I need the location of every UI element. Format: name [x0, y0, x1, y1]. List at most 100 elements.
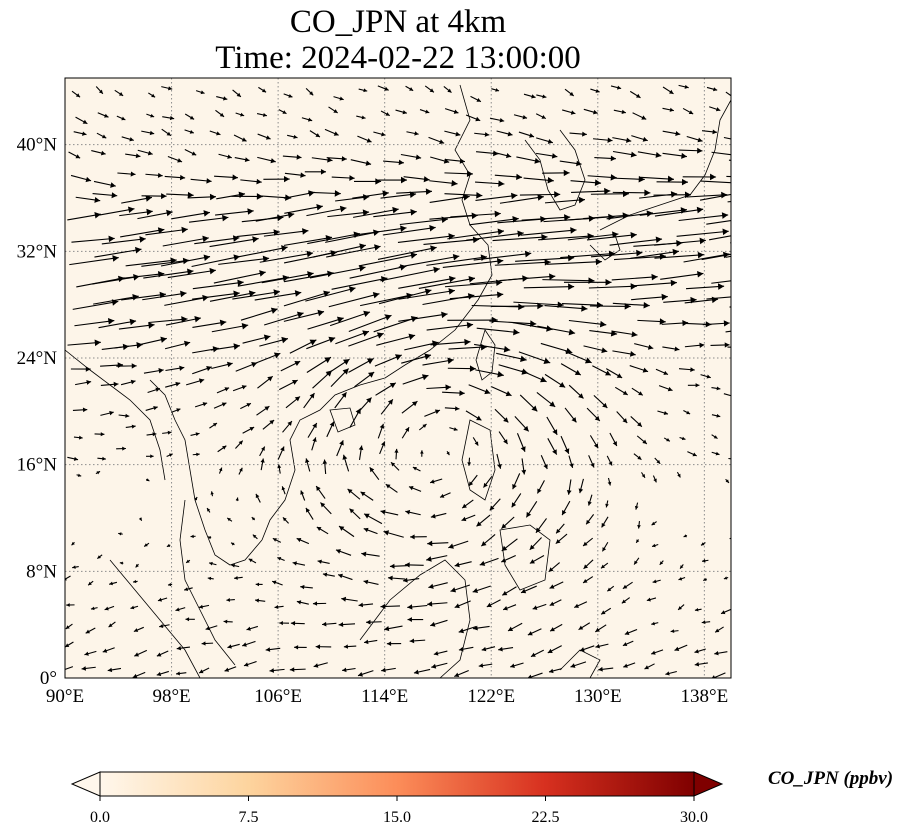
coastline-mindanao	[499, 524, 551, 591]
wind-arrow	[530, 649, 545, 658]
wind-arrow	[382, 224, 436, 236]
wind-arrow	[192, 365, 212, 375]
wind-arrow	[215, 208, 254, 216]
wind-arrow	[235, 497, 239, 502]
wind-arrow	[350, 159, 372, 166]
wind-arrow	[568, 319, 607, 328]
wind-arrow	[404, 562, 424, 568]
wind-arrow	[468, 384, 491, 395]
wind-arrow	[146, 432, 157, 437]
wind-arrow	[377, 245, 437, 260]
wind-arrow	[165, 381, 181, 388]
wind-arrow	[493, 151, 512, 159]
wind-arrow	[529, 537, 542, 551]
wind-arrow	[520, 227, 577, 236]
wind-arrow	[192, 319, 227, 329]
wind-arrow	[209, 422, 218, 429]
coastline-malay	[179, 499, 236, 666]
wind-arrow	[91, 150, 106, 156]
lat-tick-label: 8°N	[26, 561, 57, 582]
wind-arrow	[313, 662, 328, 668]
wind-arrow	[546, 416, 558, 436]
wind-arrow	[300, 584, 313, 590]
wind-arrow	[65, 666, 74, 670]
wind-arrow	[728, 159, 731, 161]
wind-arrow	[209, 290, 256, 302]
wind-arrow	[305, 87, 314, 96]
lat-tick-label: 32°N	[17, 241, 58, 262]
wind-arrow	[616, 411, 628, 424]
coastline-sumatra	[109, 559, 201, 678]
wind-arrow	[727, 201, 731, 203]
wind-arrow	[209, 236, 259, 248]
wind-arrow	[385, 483, 398, 493]
wind-arrow	[711, 386, 721, 391]
wind-arrow	[410, 534, 427, 540]
wind-arrow	[730, 242, 731, 244]
wind-arrow	[156, 670, 169, 677]
wind-arrow	[395, 109, 407, 115]
wind-arrow	[118, 322, 155, 330]
wind-arrow	[390, 461, 400, 471]
wind-arrow	[142, 290, 187, 301]
wind-arrow	[234, 575, 243, 580]
coastline-japan	[599, 99, 731, 231]
lat-tick-label: 24°N	[17, 348, 58, 369]
wind-arrow	[654, 251, 704, 259]
wind-arrow	[121, 136, 134, 142]
wind-arrow	[678, 576, 686, 581]
wind-arrow	[184, 587, 193, 592]
wind-arrow	[571, 187, 611, 195]
wind-arrow	[166, 453, 173, 457]
wind-arrow	[621, 597, 631, 604]
wind-arrow	[349, 508, 361, 520]
wind-arrow	[262, 419, 275, 430]
wind-arrow	[678, 367, 695, 373]
wind-arrow	[428, 582, 448, 589]
wind-arrow	[678, 147, 703, 154]
wind-arrow	[87, 580, 94, 586]
wind-arrow	[633, 557, 640, 565]
wind-arrow	[226, 517, 233, 522]
wind-arrow	[65, 641, 74, 648]
wind-arrow	[512, 473, 521, 490]
wind-arrow	[232, 289, 280, 300]
wind-arrow	[662, 152, 687, 159]
wind-arrow	[711, 672, 726, 678]
wind-arrow	[476, 514, 491, 527]
wind-arrow	[723, 393, 731, 397]
wind-arrow	[68, 151, 81, 159]
wind-arrow	[324, 128, 339, 136]
colorbar-ticks: 0.0 7.5 15.0 22.5 30.0	[90, 796, 708, 826]
wind-arrow	[660, 270, 704, 280]
wind-arrow	[498, 646, 514, 652]
wind-arrow	[165, 365, 185, 372]
wind-arrow	[380, 509, 399, 516]
wind-arrow	[194, 235, 240, 245]
wind-arrow	[354, 371, 375, 388]
wind-arrow	[252, 534, 258, 540]
wind-arrow	[386, 641, 402, 646]
wind-arrow	[582, 537, 594, 547]
wind-arrow	[206, 507, 211, 513]
wind-arrow	[701, 620, 711, 625]
wind-arrow	[442, 257, 504, 269]
wind-arrow	[137, 149, 153, 156]
wind-arrow	[701, 253, 731, 261]
wind-arrow	[684, 342, 705, 348]
wind-arrow	[501, 586, 517, 596]
wind-arrow	[612, 189, 651, 197]
wind-arrow	[535, 113, 547, 120]
wind-arrow	[281, 486, 286, 495]
wind-arrow	[201, 641, 214, 646]
wind-arrow	[465, 114, 481, 122]
wind-arrow	[100, 381, 119, 387]
wind-arrow	[548, 668, 563, 674]
colorbar-tick-label: 22.5	[532, 809, 560, 826]
wind-arrow	[255, 352, 281, 364]
wind-arrow	[354, 178, 382, 185]
wind-arrow	[116, 363, 137, 369]
wind-arrow	[665, 670, 677, 676]
wind-arrow	[709, 235, 731, 241]
wind-arrow	[257, 156, 276, 164]
